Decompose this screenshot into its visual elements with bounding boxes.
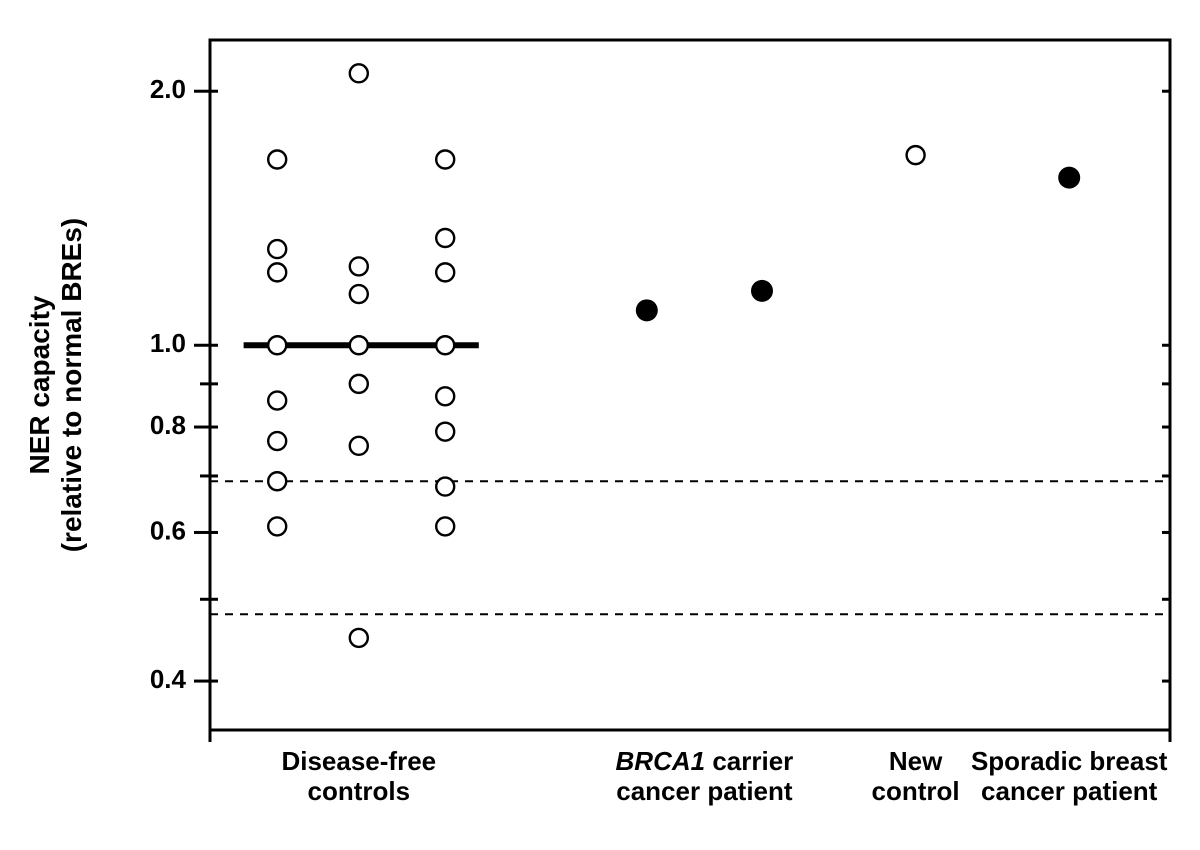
data-point [436,263,454,281]
y-axis-title-line1: NER capacity [24,295,55,474]
data-point [636,299,658,321]
data-point [350,629,368,647]
data-point [436,229,454,247]
chart-container: 0.4 0.6 0.8 1.0 2.0 Disease-freecontrols BRCA1… [0,0,1200,850]
y-tick-label: 2.0 [150,74,186,104]
y-tick-label: 1.0 [150,328,186,358]
data-point [350,285,368,303]
group-label: controls [308,776,411,806]
y-tick-label: 0.4 [150,664,187,694]
scatter-chart: 0.4 0.6 0.8 1.0 2.0 Disease-freecontrols BRCA1… [0,0,1200,850]
data-point [436,387,454,405]
group-label: control [872,776,960,806]
data-point [436,517,454,535]
data-point [1058,167,1080,189]
data-point [436,478,454,496]
data-point [436,151,454,169]
data-point [268,240,286,258]
data-point [350,257,368,275]
data-point [350,64,368,82]
group-label: Disease-free [281,746,436,776]
group-label: Sporadic breast [971,746,1168,776]
data-point [350,375,368,393]
data-point [350,437,368,455]
data-point [268,336,286,354]
data-point [907,146,925,164]
data-point [268,432,286,450]
data-point [350,336,368,354]
group-label: New [889,746,943,776]
y-tick-label: 0.8 [150,410,186,440]
data-point [268,263,286,281]
data-point [268,517,286,535]
group-label: cancer patient [616,776,793,806]
data-point [436,336,454,354]
data-point [436,423,454,441]
group-label: cancer patient [981,776,1158,806]
data-point [268,392,286,410]
data-point [268,472,286,490]
data-point [751,280,773,302]
y-axis-title-line2: (relative to normal BREs) [56,218,87,553]
y-tick-label: 0.6 [150,515,186,545]
group-label: BRCA1 carrier [616,746,794,776]
data-point [268,151,286,169]
